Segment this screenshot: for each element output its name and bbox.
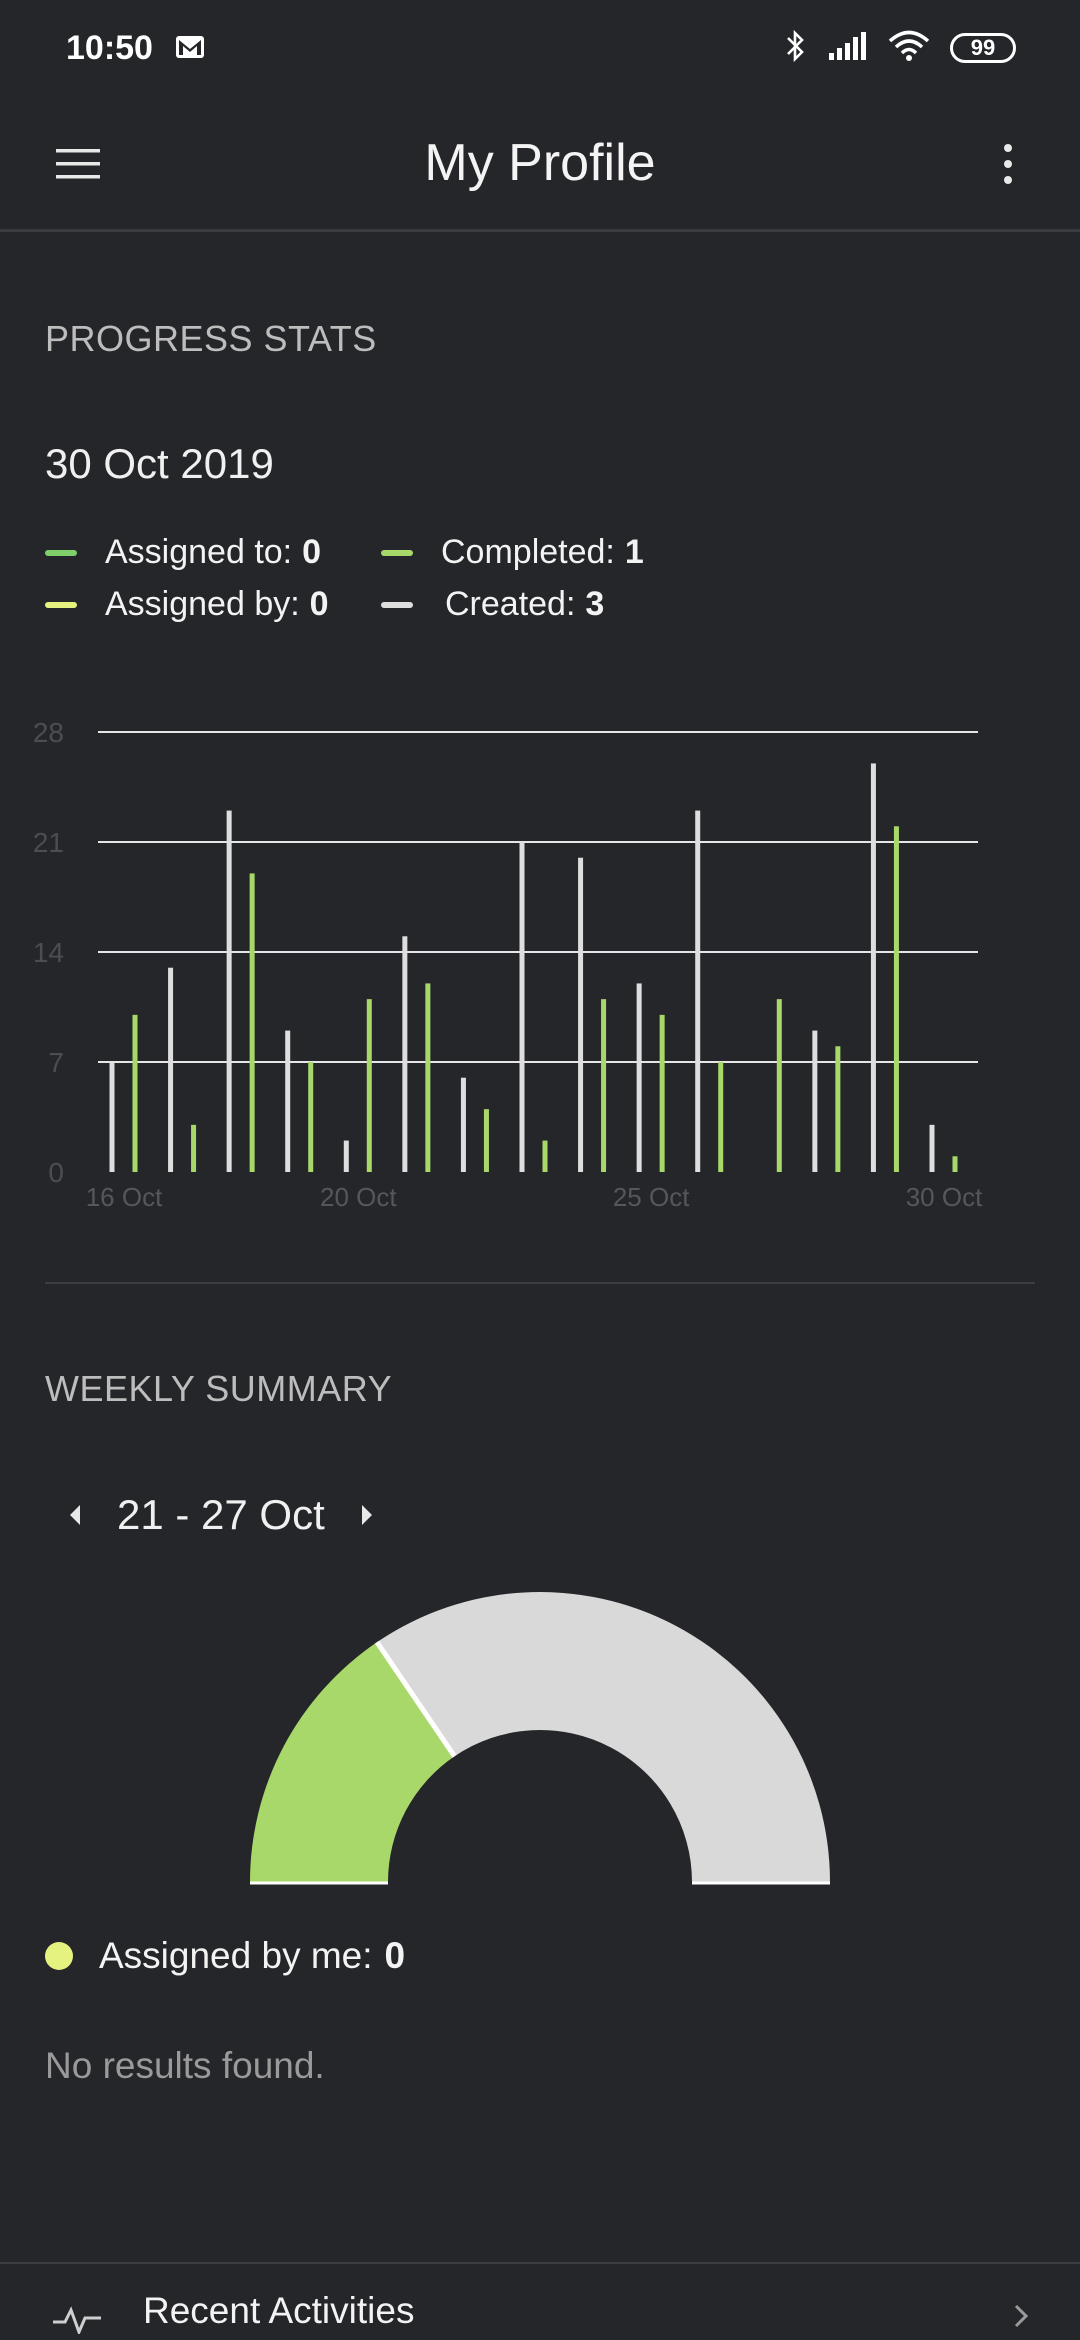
bar-created-10 <box>695 810 701 1172</box>
status-time: 10:50 <box>66 28 153 67</box>
caret-left-icon <box>70 1505 80 1525</box>
bar-created-14 <box>929 1124 935 1172</box>
signal-icon <box>828 31 868 66</box>
bar-completed-12 <box>835 1046 841 1172</box>
bar-created-3 <box>285 1030 291 1172</box>
x-tick-label: 20 Oct <box>320 1182 397 1212</box>
page-title: My Profile <box>424 133 656 192</box>
y-tick-label: 21 <box>33 827 64 858</box>
y-tick-label: 28 <box>33 717 64 748</box>
bar-created-8 <box>578 857 584 1172</box>
bar-created-12 <box>812 1030 818 1172</box>
x-tick-label: 30 Oct <box>906 1182 983 1212</box>
bar-completed-7 <box>542 1140 548 1172</box>
bar-completed-0 <box>132 1014 138 1172</box>
legend-label: Assigned to: <box>105 533 293 571</box>
battery-level: 99 <box>970 35 996 60</box>
legend-value: 1 <box>624 533 644 571</box>
bar-completed-11 <box>776 999 782 1172</box>
legend-swatch-assigned-to <box>45 549 77 556</box>
battery-icon: 99 <box>950 33 1016 63</box>
legend-swatch-created <box>381 601 413 608</box>
legend-label: Created: <box>445 585 576 623</box>
y-tick-label: 0 <box>48 1157 64 1188</box>
bar-created-5 <box>402 936 408 1172</box>
bar-completed-6 <box>483 1109 489 1172</box>
week-navigator: 21 - 27 Oct <box>45 1475 397 1555</box>
caret-right-icon <box>361 1505 372 1525</box>
hamburger-icon <box>56 149 100 179</box>
recent-activities-label: Recent Activities <box>143 2290 415 2331</box>
bar-completed-5 <box>425 983 431 1172</box>
next-week-button[interactable] <box>337 1485 397 1545</box>
status-bar: 10:50 99 <box>0 0 1080 96</box>
progress-bar-chart[interactable]: 0 7 14 21 28 16 Oct 20 Oct 25 Oct 30 Oct <box>0 690 1080 1230</box>
bar-completed-2 <box>249 873 255 1172</box>
legend-assigned-to[interactable]: Assigned to: 0 <box>45 533 321 572</box>
gauge-segment-remaining <box>376 1592 830 1882</box>
chevron-right-icon <box>1013 2304 1029 2333</box>
gauge-segment-completed <box>250 1642 455 1882</box>
gmail-notification-icon <box>175 29 205 68</box>
bar-completed-13 <box>893 826 899 1172</box>
bar-created-13 <box>870 763 876 1172</box>
bar-completed-1 <box>191 1124 197 1172</box>
week-range: 21 - 27 Oct <box>117 1491 325 1538</box>
assigned-by-me-value: 0 <box>384 1935 406 1976</box>
legend-value: 0 <box>302 533 322 571</box>
legend-value: 0 <box>309 585 329 623</box>
x-tick-label: 25 Oct <box>613 1182 690 1212</box>
bar-completed-8 <box>601 999 607 1172</box>
assigned-by-me-legend: Assigned by me: 0 <box>45 1935 405 1977</box>
legend-completed[interactable]: Completed: 1 <box>381 533 644 572</box>
y-tick-label: 7 <box>48 1047 64 1078</box>
bar-completed-4 <box>366 999 372 1172</box>
legend-value: 3 <box>585 585 605 623</box>
bar-created-2 <box>226 810 232 1172</box>
bar-completed-9 <box>659 1014 665 1172</box>
recent-activities-row[interactable]: Recent Activities <box>0 2262 1080 2340</box>
menu-button[interactable] <box>40 126 116 202</box>
app-bar: My Profile <box>0 96 1080 232</box>
assigned-by-me-dot <box>45 1942 73 1970</box>
bar-created-4 <box>343 1140 349 1172</box>
legend-label: Assigned by: <box>105 585 300 623</box>
previous-week-button[interactable] <box>45 1485 105 1545</box>
bar-completed-14 <box>952 1156 958 1172</box>
section-divider <box>45 1282 1035 1284</box>
legend-created[interactable]: Created: 3 <box>381 585 604 624</box>
y-tick-label: 14 <box>33 937 64 968</box>
bar-created-1 <box>168 967 174 1172</box>
legend-swatch-completed <box>381 549 413 556</box>
more-vertical-icon <box>1004 144 1012 184</box>
bar-created-6 <box>460 1077 466 1172</box>
bar-created-0 <box>109 1062 115 1172</box>
legend-swatch-assigned-by <box>45 601 77 608</box>
bar-completed-10 <box>718 1062 724 1172</box>
legend-label: Completed: <box>441 533 615 571</box>
assigned-by-me-label: Assigned by me: <box>99 1935 373 1976</box>
x-tick-label: 16 Oct <box>86 1182 163 1212</box>
weekly-summary-title: WEEKLY SUMMARY <box>45 1368 393 1409</box>
wifi-icon <box>888 30 930 67</box>
selected-date: 30 Oct 2019 <box>45 440 274 487</box>
no-results-text: No results found. <box>45 2045 325 2086</box>
activity-pulse-icon <box>53 2304 101 2339</box>
more-options-button[interactable] <box>970 126 1046 202</box>
progress-stats-title: PROGRESS STATS <box>45 318 377 359</box>
weekly-gauge-chart <box>250 1592 830 1885</box>
bar-created-9 <box>636 983 642 1172</box>
gauge-separator <box>374 1640 457 1758</box>
bluetooth-icon <box>784 28 808 69</box>
bar-created-7 <box>519 842 525 1172</box>
bar-completed-3 <box>308 1062 314 1172</box>
legend-assigned-by[interactable]: Assigned by: 0 <box>45 585 329 624</box>
